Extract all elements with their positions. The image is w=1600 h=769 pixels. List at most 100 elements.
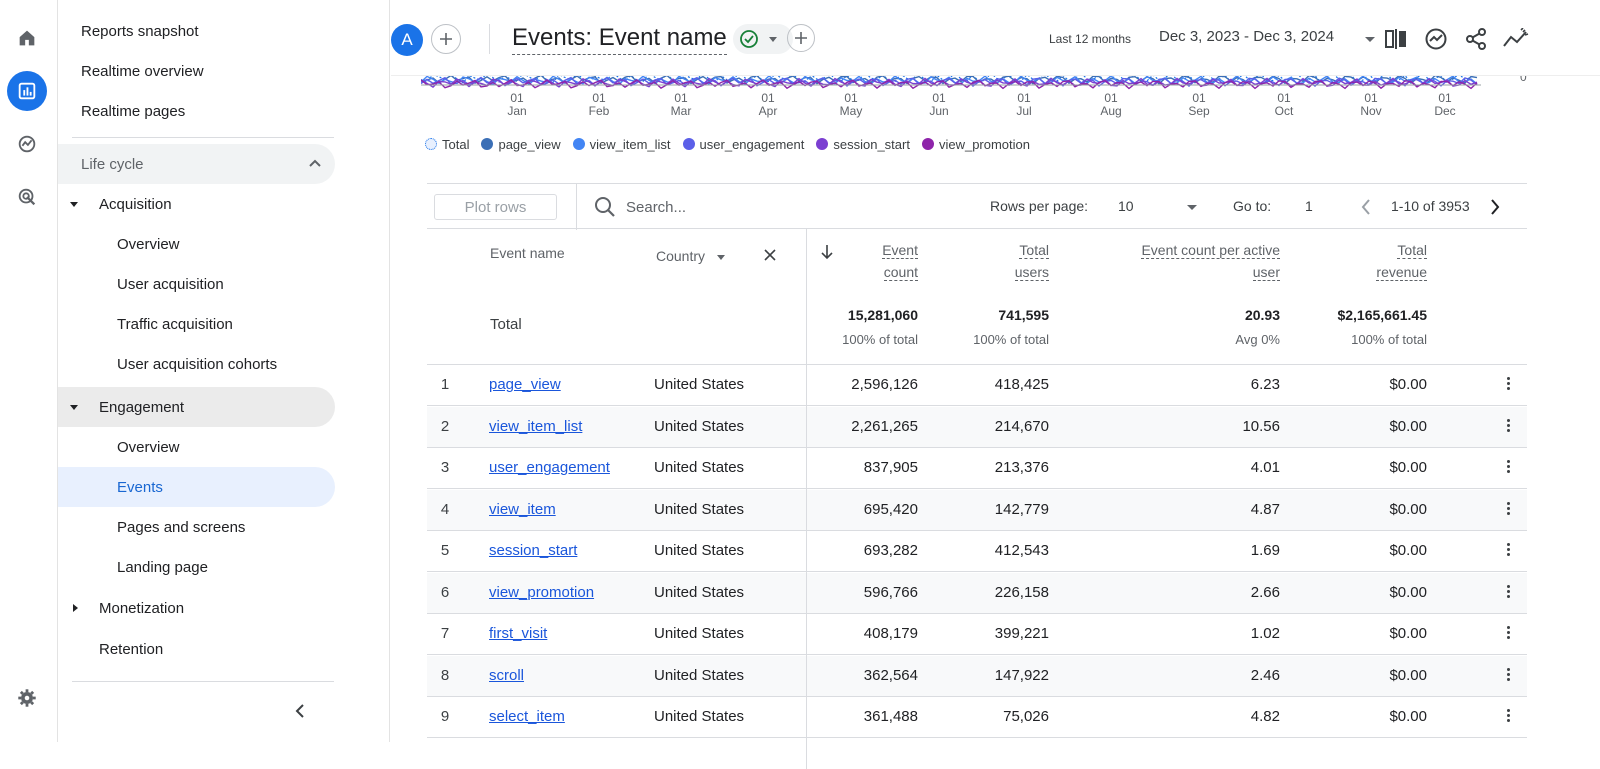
col-total-revenue[interactable]: Total revenue — [1376, 242, 1427, 281]
x-axis-month-label: 01 May — [831, 92, 871, 118]
nav-user-acquisition[interactable]: User acquisition — [117, 275, 224, 293]
insights-icon[interactable] — [1421, 24, 1451, 54]
col-country[interactable]: Country — [656, 245, 725, 267]
total-revenue: $2,165,661.45 — [1337, 307, 1427, 323]
event-count-cell: 2,261,265 — [851, 417, 918, 435]
plot-rows-button[interactable]: Plot rows — [434, 194, 557, 220]
legend-item[interactable]: session_start — [816, 137, 910, 152]
legend-item[interactable]: view_item_list — [572, 137, 671, 152]
add-filter-button[interactable] — [787, 24, 815, 52]
next-page-icon[interactable] — [1489, 198, 1501, 216]
x-axis-month-label: 01 Sep — [1179, 92, 1219, 118]
report-header: A Events: Event name Last 12 months Dec … — [391, 0, 1600, 76]
col-event-name[interactable]: Event name — [490, 245, 565, 261]
legend-item[interactable]: page_view — [481, 137, 561, 152]
comparison-avatar[interactable]: A — [391, 24, 423, 56]
more-vert-icon[interactable] — [1507, 584, 1511, 600]
reports-icon[interactable] — [7, 71, 47, 111]
more-vert-icon[interactable] — [1507, 709, 1511, 724]
revenue-cell: $0.00 — [1389, 542, 1427, 559]
share-icon[interactable] — [1461, 24, 1491, 54]
report-status-dropdown[interactable] — [733, 24, 793, 54]
event-name-link[interactable]: view_item_list — [489, 417, 583, 435]
more-vert-icon[interactable] — [1507, 377, 1511, 392]
nav-section-life-cycle[interactable]: Life cycle — [58, 144, 335, 184]
revenue-cell: $0.00 — [1389, 666, 1427, 684]
revenue-cell: $0.00 — [1389, 708, 1427, 725]
legend-label: Total — [442, 136, 470, 152]
x-axis-month: Jul — [1016, 104, 1032, 118]
col-event-count-per-user[interactable]: Event count per active user — [1141, 242, 1280, 281]
event-name-link[interactable]: user_engagement — [489, 459, 610, 476]
event-name-link[interactable]: page_view — [489, 376, 561, 393]
nav-engagement-overview[interactable]: Overview — [117, 438, 180, 456]
legend-label: view_promotion — [938, 136, 1030, 152]
nav-reports-snapshot[interactable]: Reports snapshot — [81, 22, 199, 40]
country-cell: United States — [654, 666, 745, 684]
nav-realtime-pages[interactable]: Realtime pages — [81, 102, 186, 120]
nav-acquisition-overview[interactable]: Overview — [117, 235, 180, 253]
nav-retention[interactable]: Retention — [99, 640, 164, 658]
more-vert-icon[interactable] — [1507, 418, 1511, 434]
nav-acquisition[interactable]: Acquisition — [58, 184, 172, 224]
sort-descending-icon[interactable] — [821, 244, 833, 260]
home-icon[interactable] — [7, 18, 47, 58]
event-name-link[interactable]: session_start — [489, 542, 578, 559]
total-users-sub: 100% of total — [973, 332, 1049, 347]
caret-down-icon[interactable] — [1187, 205, 1197, 210]
x-axis-month-label: 01 Oct — [1264, 92, 1304, 118]
legend-item[interactable]: Total — [425, 137, 469, 152]
event-name-link[interactable]: view_promotion — [489, 583, 595, 601]
add-comparison-button[interactable] — [431, 24, 461, 54]
legend-item[interactable]: user_engagement — [682, 137, 804, 152]
more-vert-icon[interactable] — [1507, 626, 1511, 641]
nav-engagement[interactable]: Engagement — [58, 387, 335, 427]
nav-monetization[interactable]: Monetization — [58, 588, 184, 628]
per-user-cell: 4.01 — [1250, 459, 1280, 476]
per-user-cell: 1.69 — [1250, 542, 1280, 559]
advertising-icon[interactable] — [7, 177, 47, 217]
table-search-input[interactable] — [626, 195, 846, 219]
x-axis-month: Aug — [1100, 104, 1122, 118]
remove-dimension-icon[interactable] — [764, 249, 776, 261]
col-event-count[interactable]: Event count — [882, 242, 918, 281]
caret-down-icon — [70, 201, 78, 207]
collapse-sidebar-button[interactable] — [294, 702, 306, 725]
go-to-page-input[interactable]: 1 — [1305, 198, 1313, 214]
date-range-picker[interactable]: Dec 3, 2023 - Dec 3, 2024 — [1159, 28, 1335, 45]
rows-per-page-select[interactable]: 10 — [1118, 198, 1134, 214]
nav-landing-page[interactable]: Landing page — [117, 558, 208, 576]
settings-icon[interactable] — [7, 678, 47, 718]
nav-events[interactable]: Events — [58, 467, 335, 507]
more-vert-icon[interactable] — [1507, 501, 1511, 517]
caret-down-icon[interactable] — [1365, 37, 1375, 42]
table-row: 1 page_view United States 2,596,126 418,425 6… — [427, 365, 1527, 406]
trend-icon[interactable] — [1501, 24, 1531, 54]
prev-page-icon[interactable] — [1360, 198, 1372, 216]
revenue-cell: $0.00 — [1389, 500, 1427, 518]
more-vert-icon[interactable] — [1507, 667, 1511, 683]
country-cell: United States — [654, 625, 745, 642]
nav-traffic-acquisition[interactable]: Traffic acquisition — [117, 315, 233, 333]
col-total-users[interactable]: Total users — [1014, 242, 1049, 281]
event-name-link[interactable]: select_item — [489, 708, 565, 725]
legend-item[interactable]: view_promotion — [921, 136, 1030, 152]
more-vert-icon[interactable] — [1507, 460, 1511, 475]
per-user-cell: 4.82 — [1250, 708, 1280, 725]
event-name-link[interactable]: view_item — [489, 500, 556, 518]
chevron-up-icon — [309, 159, 321, 167]
nav-user-acquisition-cohorts[interactable]: User acquisition cohorts — [117, 355, 278, 373]
nav-pages-and-screens[interactable]: Pages and screens — [117, 518, 246, 536]
explore-icon[interactable] — [7, 124, 47, 164]
plus-icon — [440, 33, 452, 45]
compare-icon[interactable] — [1381, 24, 1411, 54]
nav-realtime-overview[interactable]: Realtime overview — [81, 62, 204, 80]
event-name-link[interactable]: scroll — [489, 666, 525, 684]
sidebar: Reports snapshot Realtime overview Realt… — [58, 0, 390, 742]
more-vert-icon[interactable] — [1507, 543, 1511, 558]
row-index: 9 — [440, 708, 450, 725]
total-users: 741,595 — [998, 307, 1049, 323]
event-name-link[interactable]: first_visit — [489, 625, 548, 642]
event-count-cell: 695,420 — [863, 500, 918, 518]
total-users-cell: 147,922 — [994, 666, 1049, 684]
